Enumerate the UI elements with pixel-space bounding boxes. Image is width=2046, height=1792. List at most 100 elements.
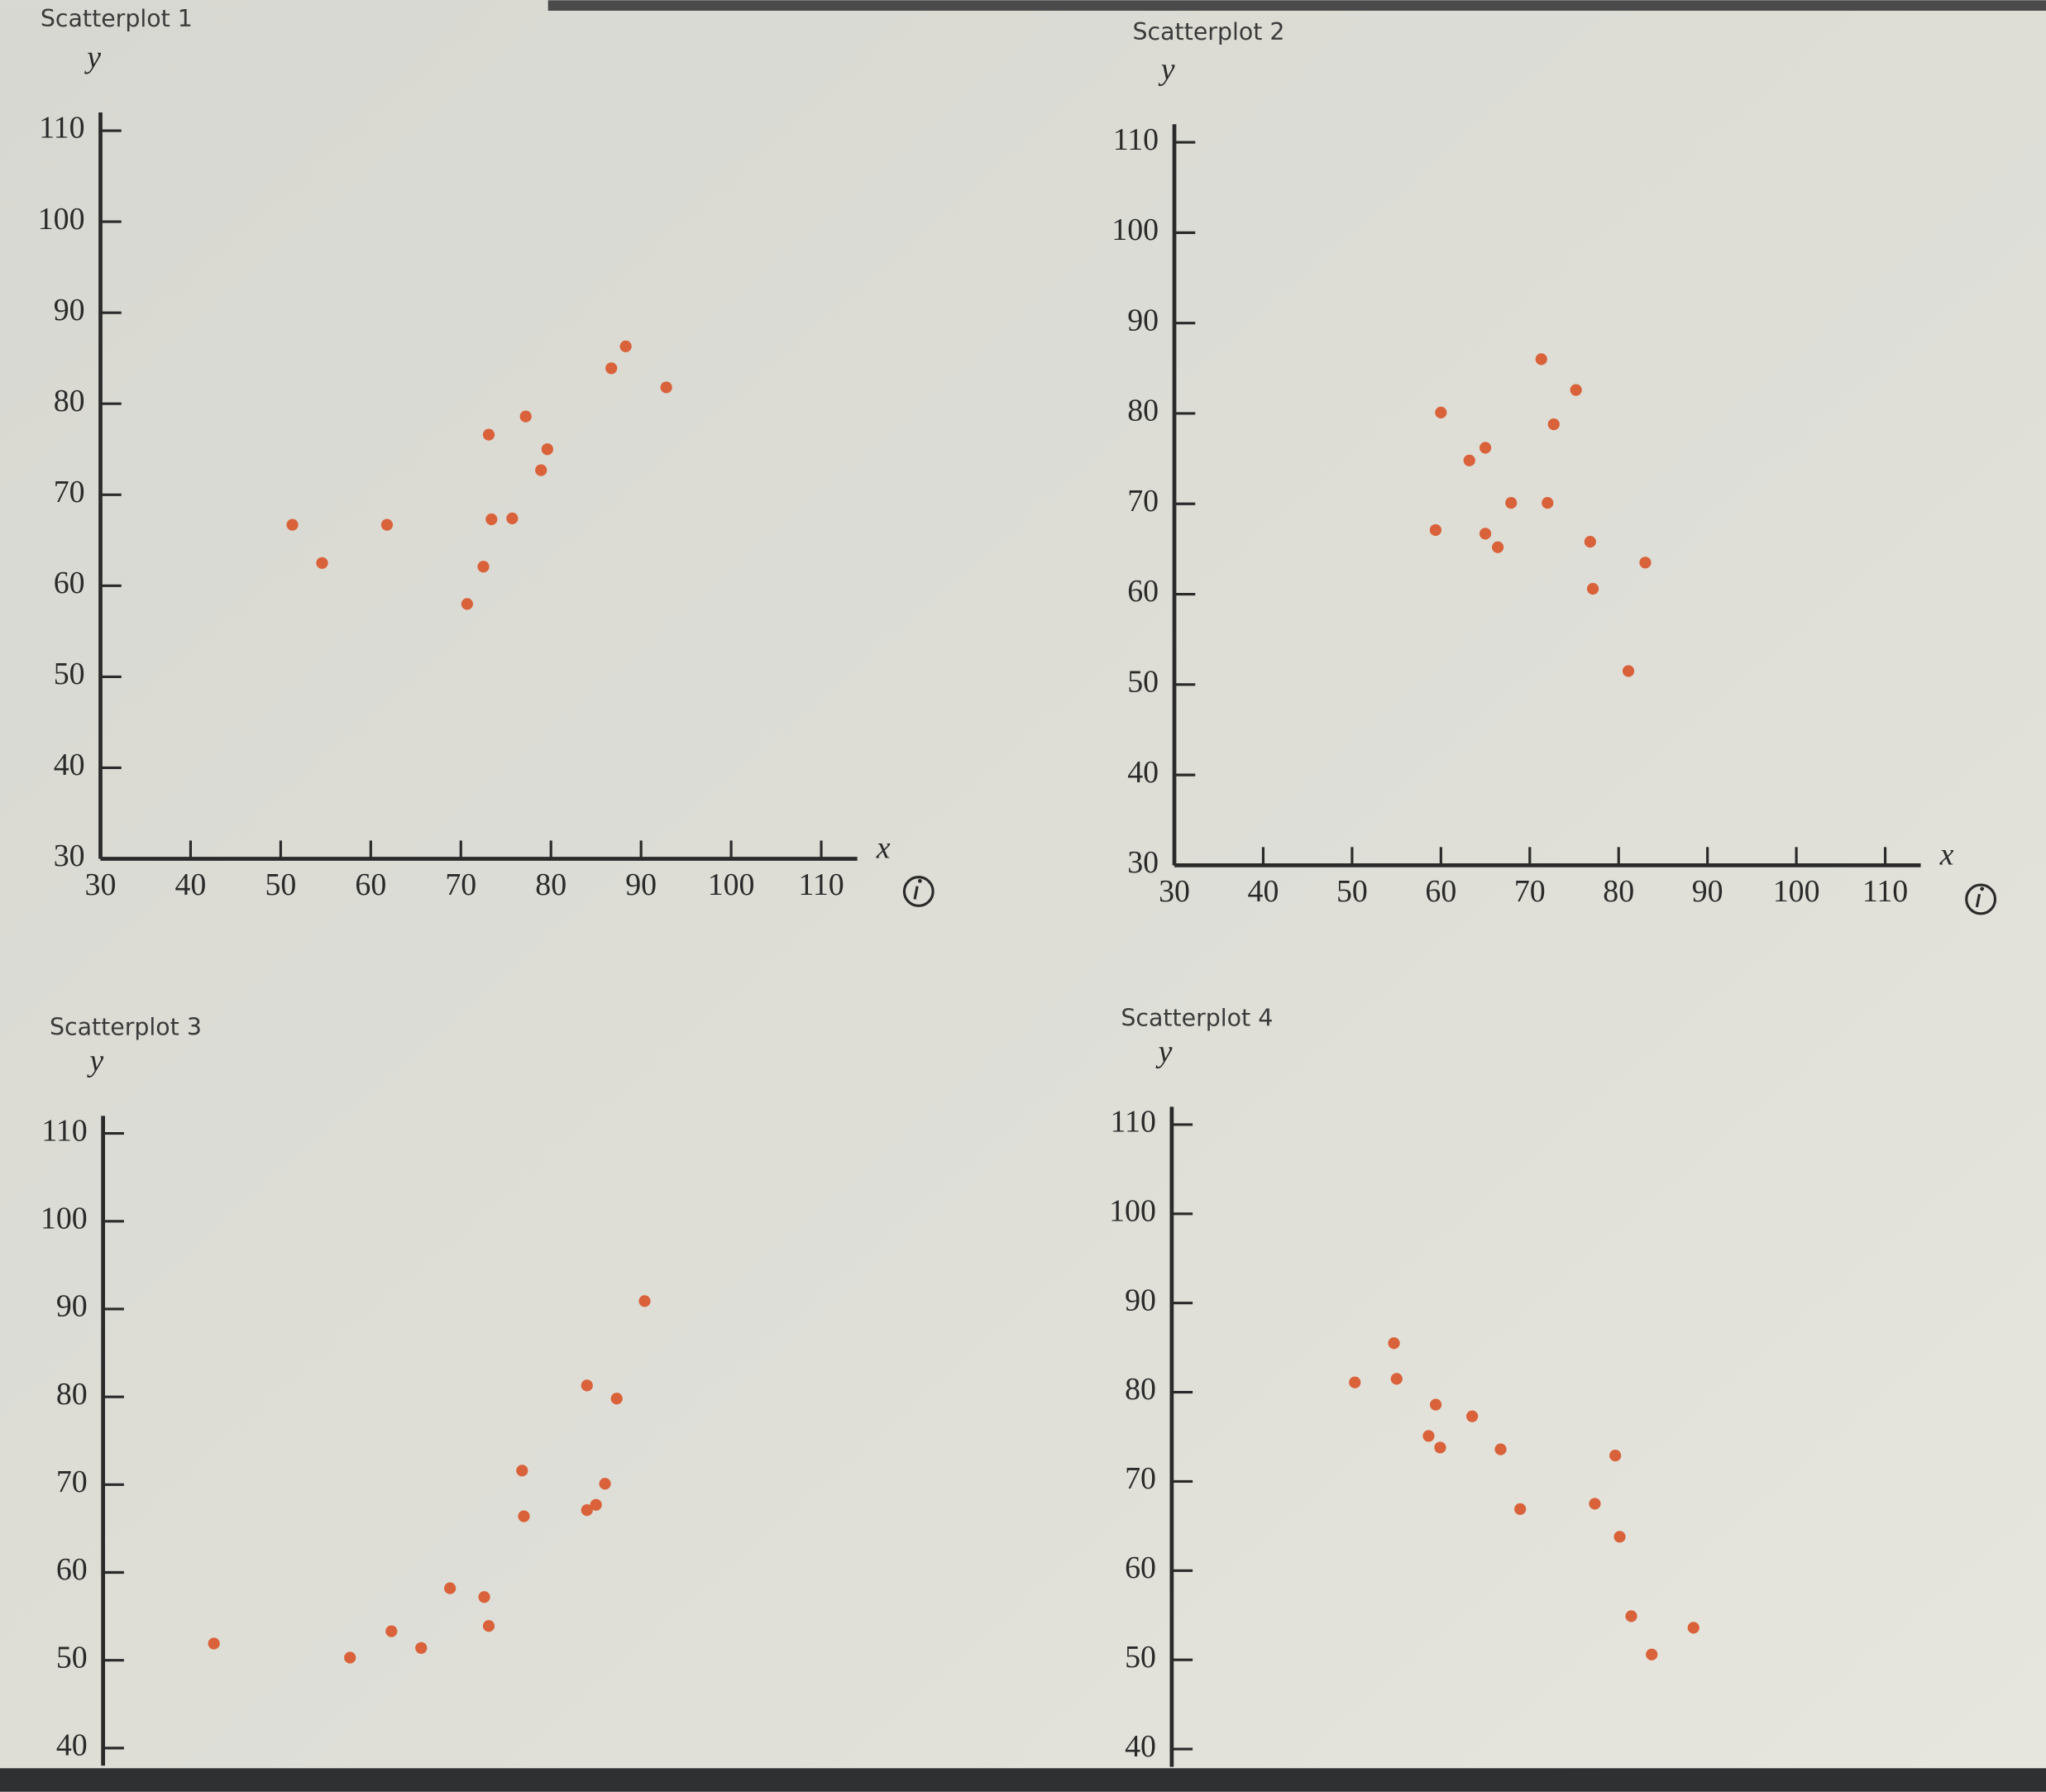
y-tick-label: 40 bbox=[1125, 1729, 1156, 1764]
scatter-point bbox=[1435, 406, 1447, 418]
scatter-point bbox=[1349, 1376, 1361, 1388]
y-tick-label: 60 bbox=[56, 1552, 88, 1587]
scatter-point bbox=[444, 1582, 457, 1594]
scatter-point bbox=[1429, 523, 1442, 537]
scatter-point bbox=[1584, 536, 1596, 548]
x-tick-label: 70 bbox=[1514, 874, 1546, 909]
chart-title: Scatterplot 3 bbox=[50, 1014, 202, 1041]
scatter-point bbox=[1390, 1373, 1403, 1385]
scatter-point bbox=[605, 362, 618, 375]
scatter-point bbox=[482, 428, 495, 441]
x-tick-label: 50 bbox=[1336, 874, 1368, 909]
scatter-point bbox=[1547, 418, 1560, 431]
x-tick-label: 90 bbox=[625, 867, 657, 902]
scatter-point bbox=[1466, 1410, 1479, 1422]
y-tick-label: 40 bbox=[1127, 755, 1159, 790]
y-tick-label: 70 bbox=[1127, 484, 1159, 518]
x-tick-label: 40 bbox=[1248, 874, 1279, 909]
scatter-point bbox=[1514, 1503, 1527, 1515]
scatter-point bbox=[516, 1465, 528, 1477]
x-axis-label: x bbox=[876, 831, 891, 866]
scatter-point bbox=[1494, 1443, 1507, 1455]
scatter-point bbox=[208, 1637, 220, 1650]
scatter-point bbox=[415, 1641, 428, 1654]
y-tick-label: 60 bbox=[1125, 1551, 1156, 1585]
scatter-point bbox=[478, 1591, 490, 1603]
y-tick-label: 90 bbox=[1125, 1283, 1156, 1317]
scatter-point bbox=[380, 518, 394, 531]
y-tick-label: 90 bbox=[56, 1289, 88, 1324]
scatter-point bbox=[638, 1295, 651, 1307]
scatter-point bbox=[518, 1510, 530, 1522]
x-tick-label: 90 bbox=[1692, 874, 1723, 909]
scatter-point bbox=[590, 1498, 602, 1511]
y-tick-label: 80 bbox=[56, 1377, 88, 1412]
scatter-point bbox=[477, 561, 490, 573]
scatter-point bbox=[1586, 582, 1599, 595]
x-tick-label: 100 bbox=[1773, 874, 1820, 909]
x-tick-label: 30 bbox=[1159, 874, 1190, 909]
scatter-point bbox=[1625, 1610, 1637, 1622]
scatter-point bbox=[1589, 1498, 1601, 1510]
scatter-point bbox=[485, 513, 498, 526]
y-axis-label: y bbox=[1155, 1035, 1173, 1069]
scatter-point bbox=[1570, 384, 1582, 396]
y-axis-label: y bbox=[1158, 52, 1175, 87]
y-tick-label: 40 bbox=[56, 1728, 88, 1763]
scatter-point bbox=[1622, 665, 1635, 677]
x-tick-label: 60 bbox=[355, 867, 386, 902]
x-tick-label: 110 bbox=[798, 867, 844, 902]
scatter-point bbox=[1639, 557, 1652, 569]
scatter-point bbox=[1687, 1622, 1699, 1634]
y-tick-label: 80 bbox=[1125, 1372, 1156, 1407]
x-tick-label: 80 bbox=[535, 867, 566, 902]
chart-title: Scatterplot 4 bbox=[1121, 1005, 1273, 1032]
y-axis-label: y bbox=[86, 1044, 103, 1078]
scatter-point bbox=[610, 1393, 623, 1405]
y-tick-label: 100 bbox=[1109, 1193, 1156, 1228]
scatter-point bbox=[581, 1379, 593, 1392]
x-tick-label: 40 bbox=[175, 867, 207, 902]
scatter-point bbox=[1429, 1398, 1442, 1411]
scatter-point bbox=[1542, 497, 1554, 509]
scatter-point bbox=[461, 598, 473, 610]
scatter-point bbox=[581, 1504, 593, 1517]
x-tick-label: 100 bbox=[708, 867, 755, 902]
scatter-point bbox=[519, 410, 532, 423]
scatter-point bbox=[482, 1620, 495, 1632]
scatter-point bbox=[1613, 1531, 1626, 1543]
y-tick-label: 100 bbox=[38, 202, 85, 237]
y-tick-label: 60 bbox=[1127, 574, 1159, 609]
scatter-point bbox=[1535, 353, 1547, 366]
y-tick-label: 70 bbox=[54, 475, 85, 509]
bottom-bar bbox=[0, 1768, 2046, 1792]
scatter-point bbox=[1463, 454, 1475, 466]
y-tick-label: 80 bbox=[54, 384, 85, 418]
y-tick-label: 90 bbox=[54, 293, 85, 327]
y-tick-label: 70 bbox=[56, 1465, 88, 1499]
y-tick-label: 110 bbox=[1113, 122, 1159, 157]
x-tick-label: 110 bbox=[1862, 874, 1908, 909]
x-tick-label: 50 bbox=[265, 867, 296, 902]
x-tick-label: 70 bbox=[445, 867, 476, 902]
scatter-point bbox=[1609, 1450, 1622, 1462]
info-icon[interactable] bbox=[902, 876, 935, 907]
scatter-point bbox=[1505, 497, 1518, 509]
y-tick-label: 30 bbox=[54, 839, 85, 873]
y-tick-label: 50 bbox=[1125, 1640, 1156, 1675]
scatter-point bbox=[1479, 528, 1492, 540]
x-axis-label: x bbox=[1939, 838, 1954, 872]
info-icon[interactable] bbox=[1965, 883, 1997, 915]
scatter-point bbox=[286, 518, 299, 531]
y-tick-label: 110 bbox=[41, 1113, 87, 1148]
scatter-point bbox=[385, 1625, 398, 1637]
y-tick-label: 80 bbox=[1127, 394, 1159, 428]
scatter-point bbox=[599, 1478, 611, 1490]
scatter-point bbox=[1422, 1430, 1435, 1442]
x-tick-label: 30 bbox=[85, 867, 117, 902]
y-tick-label: 50 bbox=[1127, 665, 1159, 700]
top-bar bbox=[547, 0, 2046, 11]
